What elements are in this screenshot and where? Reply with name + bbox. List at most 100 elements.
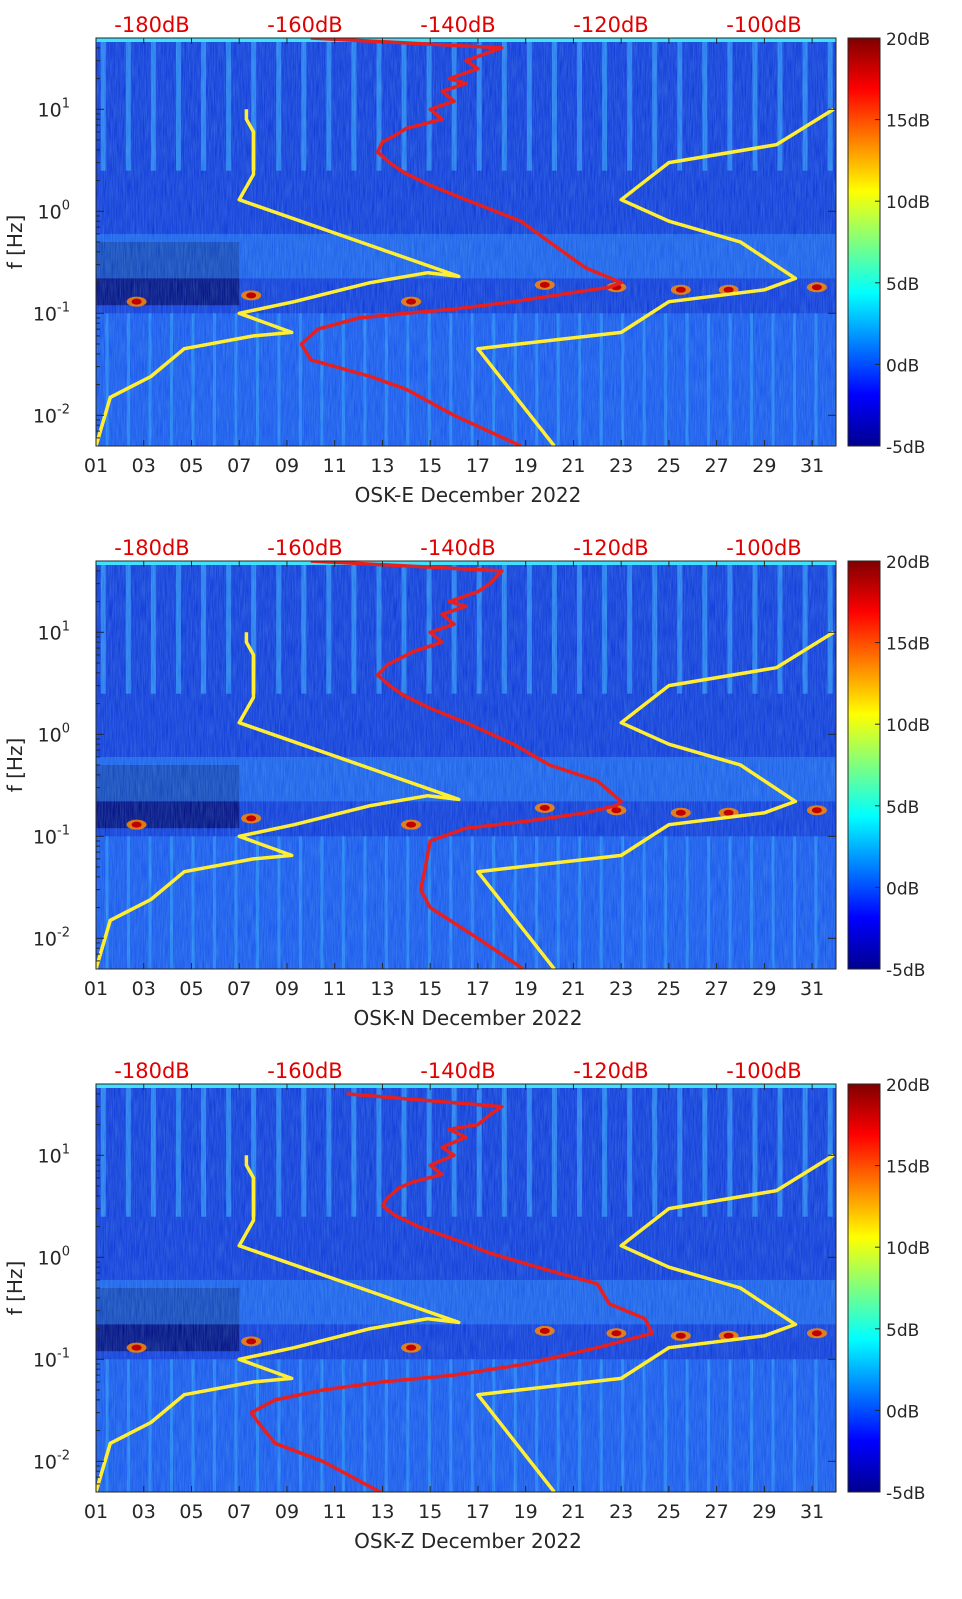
y-tick-label: 10-2 — [33, 402, 70, 427]
x-tick-label: 31 — [800, 978, 824, 1000]
y-tick-label: 10-1 — [33, 1346, 70, 1371]
spectrogram-panel-e: 01 03 05 07 09 11 13 15 17 19 21 23 25 27 29 31 10-2 10-1… — [3, 13, 930, 507]
x-tick-label: 27 — [705, 455, 729, 477]
yellow-model-curve-1 — [476, 107, 835, 446]
top-db-tick-label: -160dB — [267, 536, 342, 560]
x-tick-label: 23 — [609, 455, 633, 477]
colorbar-tick-label: 10dB — [886, 193, 930, 213]
x-axis-label: OSK-N December 2022 — [354, 1006, 583, 1030]
x-tick-label: 21 — [561, 978, 585, 1000]
y-tick-label: 10-1 — [33, 300, 70, 325]
top-db-tick-label: -140dB — [420, 1059, 495, 1083]
x-tick-label: 13 — [370, 1501, 394, 1523]
x-tick-label: 27 — [705, 1501, 729, 1523]
top-db-tick-label: -100dB — [726, 536, 801, 560]
x-tick-label: 25 — [657, 1501, 681, 1523]
x-tick-label: 09 — [275, 1501, 299, 1523]
colorbar-tick-label: 15dB — [886, 1158, 930, 1178]
top-db-tick-label: -100dB — [726, 1059, 801, 1083]
x-tick-label: 05 — [179, 455, 203, 477]
y-axis-label: f [Hz] — [3, 1261, 27, 1316]
x-tick-label: 25 — [657, 455, 681, 477]
y-tick-label: 101 — [38, 1142, 70, 1167]
x-tick-label: 05 — [179, 978, 203, 1000]
top-db-tick-label: -160dB — [267, 13, 342, 37]
top-db-tick-label: -180dB — [114, 536, 189, 560]
x-tick-label: 29 — [752, 978, 776, 1000]
colorbar-tick-label: 15dB — [886, 635, 930, 655]
spectrogram-image — [96, 561, 836, 969]
x-tick-label: 01 — [84, 1501, 108, 1523]
colorbar-tick-label: 15dB — [886, 112, 930, 132]
x-tick-label: 25 — [657, 978, 681, 1000]
colorbar-tick-label: 10dB — [886, 716, 930, 736]
x-tick-label: 07 — [227, 978, 251, 1000]
yellow-model-curve-0 — [96, 632, 461, 969]
colorbar-tick-label: 20dB — [886, 553, 930, 573]
colorbar-tick-label: 10dB — [886, 1239, 930, 1259]
y-tick-label: 100 — [38, 721, 70, 746]
y-tick-label: 10-1 — [33, 823, 70, 848]
spectrogram-panel-z: 01 03 05 07 09 11 13 15 17 19 21 23 25 27 29 31 10-2 10-1… — [3, 1059, 930, 1553]
x-tick-label: 31 — [800, 1501, 824, 1523]
y-tick-label: 100 — [38, 1244, 70, 1269]
colorbar-tick-label: -5dB — [886, 438, 925, 458]
x-tick-label: 09 — [275, 978, 299, 1000]
x-tick-label: 03 — [132, 1501, 156, 1523]
spectrogram-image — [96, 1084, 836, 1492]
spectrogram-image — [96, 38, 836, 446]
top-db-tick-label: -120dB — [573, 1059, 648, 1083]
x-tick-label: 01 — [84, 978, 108, 1000]
x-axis-label: OSK-E December 2022 — [355, 483, 582, 507]
colorbar-tick-label: 5dB — [886, 798, 919, 818]
x-tick-label: 17 — [466, 455, 490, 477]
top-db-tick-label: -180dB — [114, 1059, 189, 1083]
x-tick-label: 03 — [132, 455, 156, 477]
red-noise-curve — [299, 38, 623, 446]
x-tick-label: 11 — [323, 1501, 347, 1523]
x-tick-label: 09 — [275, 455, 299, 477]
x-tick-label: 07 — [227, 455, 251, 477]
x-tick-label: 15 — [418, 455, 442, 477]
colorbar-tick-label: 5dB — [886, 275, 919, 295]
colorbar-tick-label: 0dB — [886, 1402, 919, 1422]
x-tick-label: 19 — [514, 978, 538, 1000]
x-tick-label: 13 — [370, 978, 394, 1000]
yellow-model-curve-0 — [96, 1155, 461, 1492]
x-tick-label: 31 — [800, 455, 824, 477]
y-tick-label: 10-2 — [33, 925, 70, 950]
top-db-tick-label: -120dB — [573, 13, 648, 37]
x-tick-label: 17 — [466, 1501, 490, 1523]
top-db-tick-label: -140dB — [420, 13, 495, 37]
top-db-tick-label: -180dB — [114, 13, 189, 37]
x-tick-label: 07 — [227, 1501, 251, 1523]
y-tick-label: 101 — [38, 96, 70, 121]
yellow-model-curve-1 — [476, 1153, 835, 1492]
x-tick-label: 21 — [561, 1501, 585, 1523]
x-tick-label: 21 — [561, 455, 585, 477]
x-tick-label: 27 — [705, 978, 729, 1000]
red-noise-curve — [310, 561, 623, 969]
spectrogram-panel-n: 01 03 05 07 09 11 13 15 17 19 21 23 25 27 29 31 10-2 10-1… — [3, 536, 930, 1030]
x-tick-label: 17 — [466, 978, 490, 1000]
red-noise-curve — [249, 1092, 654, 1492]
colorbar — [847, 560, 881, 970]
colorbar-tick-label: 5dB — [886, 1321, 919, 1341]
y-tick-label: 100 — [38, 198, 70, 223]
x-tick-label: 23 — [609, 1501, 633, 1523]
top-db-tick-label: -160dB — [267, 1059, 342, 1083]
top-db-tick-label: -140dB — [420, 536, 495, 560]
colorbar-tick-label: -5dB — [886, 1484, 925, 1504]
top-db-tick-label: -100dB — [726, 13, 801, 37]
yellow-model-curve-1 — [476, 630, 835, 969]
x-tick-label: 05 — [179, 1501, 203, 1523]
x-tick-label: 15 — [418, 1501, 442, 1523]
x-tick-label: 19 — [514, 455, 538, 477]
y-axis-label: f [Hz] — [3, 215, 27, 270]
colorbar — [847, 1083, 881, 1493]
top-db-tick-label: -120dB — [573, 536, 648, 560]
x-tick-label: 11 — [323, 978, 347, 1000]
x-tick-label: 01 — [84, 455, 108, 477]
x-tick-label: 23 — [609, 978, 633, 1000]
